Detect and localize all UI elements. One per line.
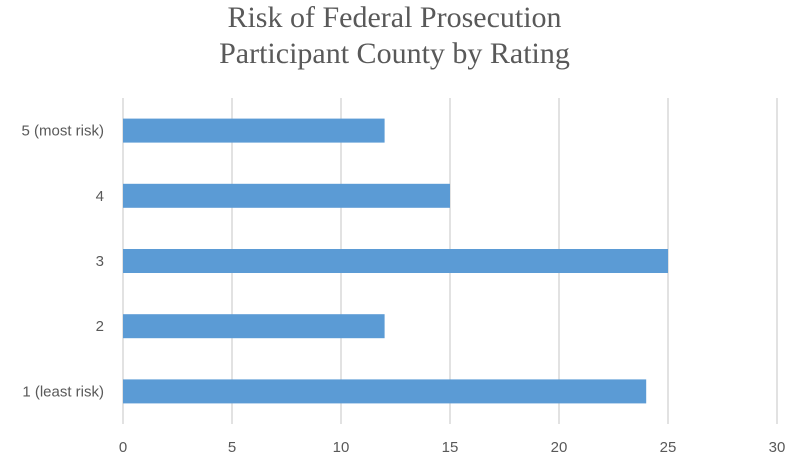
x-tick-label: 5 [228,439,236,456]
bar [123,118,385,143]
y-category-label: 2 [96,318,104,335]
x-tick-label: 0 [119,439,127,456]
x-tick-label: 15 [442,439,459,456]
y-category-label: 5 (most risk) [22,123,105,140]
y-category-label: 3 [96,253,104,270]
bar [123,379,647,404]
x-tick-label: 20 [551,439,568,456]
bar [123,183,450,208]
bar [123,314,385,339]
chart-title-line-1: Risk of Federal Prosecution [227,1,562,34]
x-tick-label: 25 [660,439,677,456]
y-category-label: 1 (least risk) [22,383,104,400]
x-tick-label: 30 [769,439,786,456]
bar [123,249,668,273]
y-category-label: 4 [96,188,104,205]
x-tick-label: 10 [333,439,350,456]
chart-title-line-2: Participant County by Rating [219,37,570,70]
